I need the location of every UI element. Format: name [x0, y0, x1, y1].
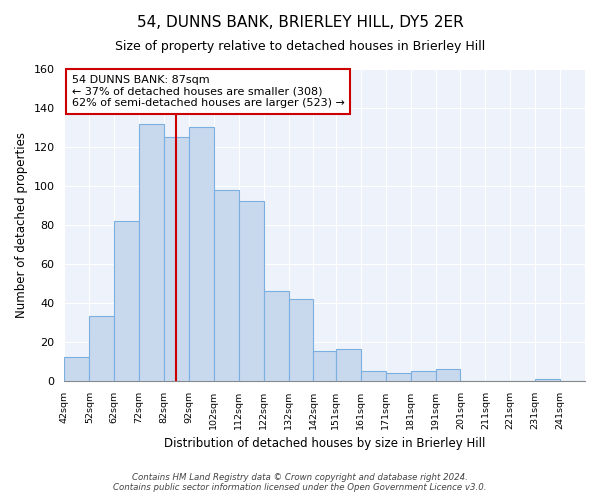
Text: Contains HM Land Registry data © Crown copyright and database right 2024.
Contai: Contains HM Land Registry data © Crown c…	[113, 473, 487, 492]
Bar	[164, 137, 189, 380]
Bar	[64, 357, 89, 380]
Text: 54, DUNNS BANK, BRIERLEY HILL, DY5 2ER: 54, DUNNS BANK, BRIERLEY HILL, DY5 2ER	[137, 15, 463, 30]
Bar	[361, 371, 386, 380]
Y-axis label: Number of detached properties: Number of detached properties	[15, 132, 28, 318]
Bar	[410, 371, 436, 380]
Bar	[336, 350, 361, 380]
Bar	[89, 316, 114, 380]
Bar	[114, 221, 139, 380]
Bar	[239, 202, 263, 380]
Text: Size of property relative to detached houses in Brierley Hill: Size of property relative to detached ho…	[115, 40, 485, 53]
Bar	[139, 124, 164, 380]
Text: 54 DUNNS BANK: 87sqm
← 37% of detached houses are smaller (308)
62% of semi-deta: 54 DUNNS BANK: 87sqm ← 37% of detached h…	[72, 75, 345, 108]
Bar	[313, 352, 336, 380]
Bar	[214, 190, 239, 380]
Bar	[436, 369, 460, 380]
Bar	[386, 373, 410, 380]
Bar	[289, 299, 313, 380]
Bar	[535, 378, 560, 380]
Bar	[263, 291, 289, 380]
X-axis label: Distribution of detached houses by size in Brierley Hill: Distribution of detached houses by size …	[164, 437, 485, 450]
Bar	[189, 128, 214, 380]
